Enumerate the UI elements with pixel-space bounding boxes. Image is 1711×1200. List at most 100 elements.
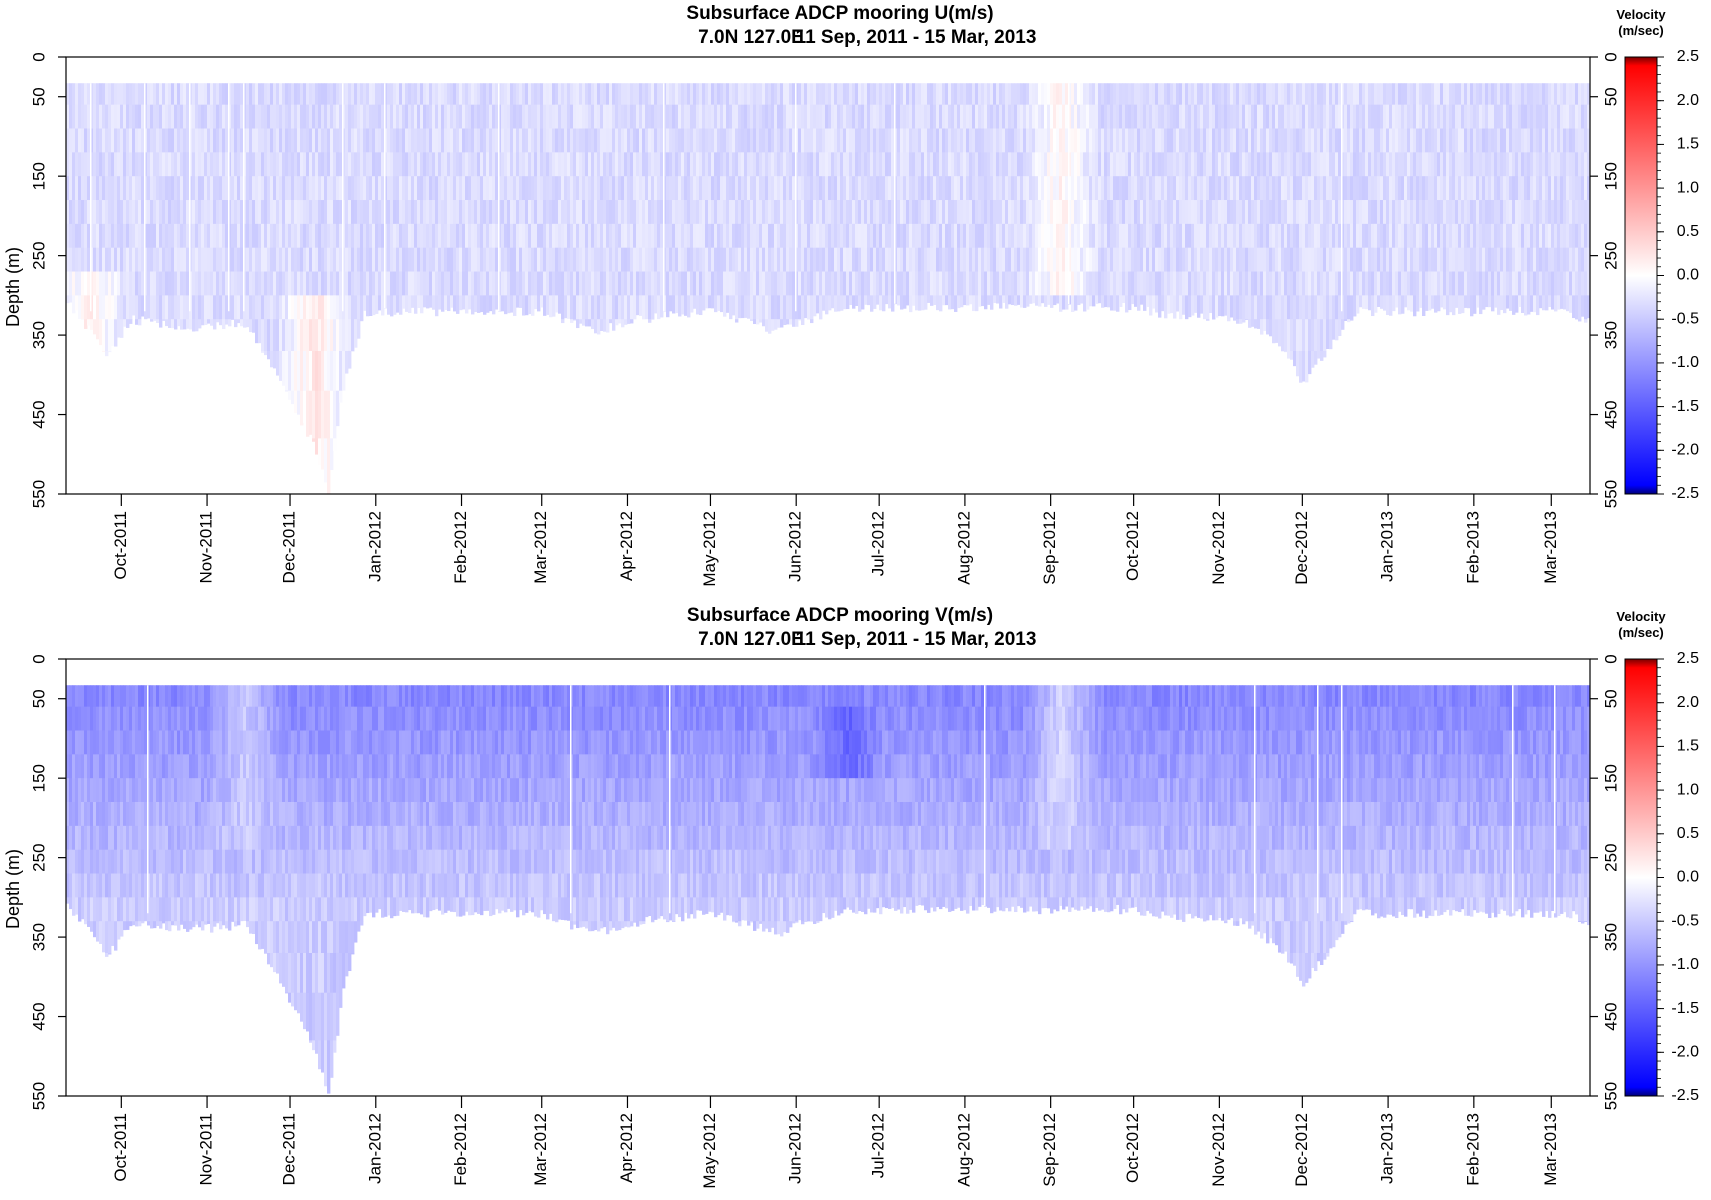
heatmap-cell bbox=[354, 152, 358, 177]
heatmap-cell bbox=[861, 271, 865, 296]
heatmap-cell bbox=[171, 271, 175, 296]
heatmap-cell bbox=[627, 128, 631, 153]
heatmap-cell bbox=[435, 104, 439, 129]
heatmap-cell bbox=[1428, 223, 1432, 249]
heatmap-cell bbox=[900, 152, 904, 177]
heatmap-cell bbox=[399, 176, 403, 201]
heatmap-cell bbox=[1386, 295, 1390, 316]
heatmap-cell bbox=[1311, 223, 1315, 249]
heatmap-cell bbox=[399, 295, 403, 315]
heatmap-cell bbox=[903, 247, 907, 272]
heatmap-cell bbox=[501, 295, 505, 312]
heatmap-cell bbox=[573, 319, 577, 321]
heatmap-cell bbox=[1404, 271, 1408, 296]
heatmap-cell bbox=[225, 295, 229, 320]
heatmap-cell bbox=[222, 152, 226, 177]
heatmap-cell bbox=[549, 223, 553, 249]
heatmap-cell bbox=[135, 104, 139, 129]
heatmap-cell bbox=[78, 128, 82, 153]
heatmap-cell bbox=[1101, 247, 1105, 272]
heatmap-cell bbox=[1308, 271, 1312, 296]
heatmap-cell bbox=[558, 83, 562, 106]
heatmap-cell bbox=[792, 152, 796, 177]
heatmap-cell bbox=[1287, 247, 1291, 272]
heatmap-cell bbox=[1263, 247, 1267, 272]
heatmap-cell bbox=[1314, 247, 1318, 272]
heatmap-cell bbox=[1122, 152, 1126, 177]
heatmap-cell bbox=[84, 200, 88, 225]
heatmap-cell bbox=[180, 152, 184, 177]
heatmap-cell bbox=[1446, 223, 1450, 249]
heatmap-cell bbox=[1230, 128, 1234, 153]
heatmap-cell bbox=[636, 200, 640, 225]
heatmap-cell bbox=[1317, 104, 1321, 129]
heatmap-cell bbox=[1050, 295, 1054, 308]
heatmap-cell bbox=[1077, 247, 1081, 272]
heatmap-cell bbox=[678, 223, 682, 249]
heatmap-cell bbox=[1461, 200, 1465, 225]
heatmap-cell bbox=[1149, 104, 1153, 129]
heatmap-cell bbox=[345, 83, 349, 106]
heatmap-cell bbox=[456, 271, 460, 296]
heatmap-cell bbox=[213, 247, 217, 272]
heatmap-cell bbox=[750, 200, 754, 225]
heatmap-cell bbox=[489, 128, 493, 153]
heatmap-cell bbox=[318, 83, 322, 106]
heatmap-cell bbox=[1095, 128, 1099, 153]
heatmap-cell bbox=[669, 223, 673, 249]
heatmap-cell bbox=[771, 247, 775, 272]
heatmap-cell bbox=[942, 83, 946, 106]
heatmap-cell bbox=[1242, 176, 1246, 201]
heatmap-cell bbox=[708, 128, 712, 153]
heatmap-cell bbox=[429, 152, 433, 177]
heatmap-cell bbox=[363, 295, 367, 311]
heatmap-cell bbox=[222, 104, 226, 129]
heatmap-cell bbox=[714, 83, 718, 106]
heatmap-cell bbox=[1257, 128, 1261, 153]
heatmap-cell bbox=[180, 176, 184, 201]
heatmap-cell bbox=[975, 152, 979, 177]
heatmap-cell bbox=[702, 271, 706, 296]
heatmap-cell bbox=[351, 83, 355, 106]
heatmap-cell bbox=[1191, 247, 1195, 272]
heatmap-cell bbox=[1257, 319, 1261, 329]
heatmap-cell bbox=[735, 200, 739, 225]
heatmap-cell bbox=[1347, 152, 1351, 177]
heatmap-cell bbox=[93, 128, 97, 153]
heatmap-cell bbox=[1323, 128, 1327, 153]
heatmap-cell bbox=[1023, 83, 1027, 106]
heatmap-cell bbox=[531, 200, 535, 225]
heatmap-cell bbox=[687, 200, 691, 225]
heatmap-cell bbox=[612, 200, 616, 225]
heatmap-cell bbox=[261, 319, 265, 352]
heatmap-cell bbox=[849, 223, 853, 249]
heatmap-cell bbox=[1035, 295, 1039, 306]
heatmap-cell bbox=[897, 247, 901, 272]
heatmap-cell bbox=[678, 247, 682, 272]
heatmap-cell bbox=[981, 247, 985, 272]
heatmap-cell bbox=[723, 128, 727, 153]
heatmap-cell bbox=[276, 200, 280, 225]
heatmap-cell bbox=[1350, 152, 1354, 177]
heatmap-cell bbox=[750, 176, 754, 201]
heatmap-cell bbox=[834, 200, 838, 225]
heatmap-cell bbox=[285, 200, 289, 225]
heatmap-cell bbox=[327, 319, 331, 352]
heatmap-cell bbox=[240, 200, 244, 225]
heatmap-cell bbox=[1440, 176, 1444, 201]
heatmap-cell bbox=[1341, 83, 1345, 106]
heatmap-cell bbox=[552, 247, 556, 272]
heatmap-cell bbox=[291, 350, 295, 392]
heatmap-cell bbox=[1356, 271, 1360, 296]
heatmap-cell bbox=[1362, 83, 1366, 106]
heatmap-cell bbox=[714, 128, 718, 153]
heatmap-cell bbox=[453, 200, 457, 225]
heatmap-cell bbox=[669, 247, 673, 272]
heatmap-cell bbox=[1074, 295, 1078, 311]
heatmap-cell bbox=[1170, 152, 1174, 177]
heatmap-cell bbox=[1029, 295, 1033, 304]
heatmap-cell bbox=[267, 295, 271, 320]
heatmap-cell bbox=[1251, 128, 1255, 153]
heatmap-cell bbox=[1038, 247, 1042, 272]
heatmap-cell bbox=[1173, 223, 1177, 249]
